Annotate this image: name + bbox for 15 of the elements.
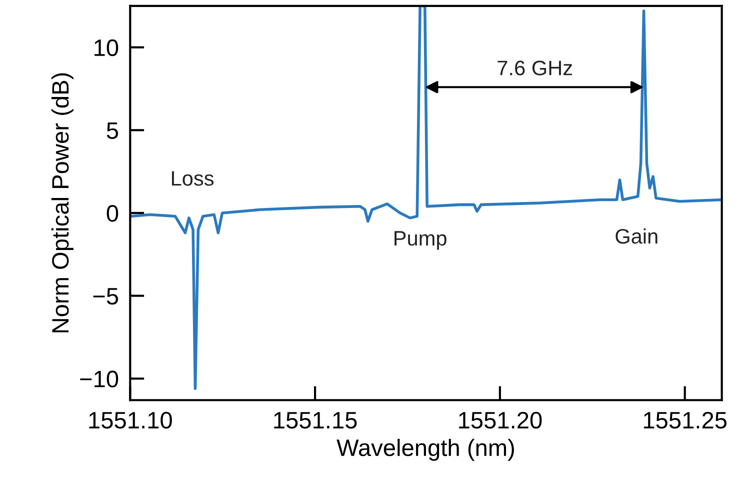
- annotation: Gain: [616, 228, 658, 244]
- y-tick-label: 0: [106, 205, 118, 222]
- x-tick-label: 1551.10: [89, 412, 172, 429]
- x-tick-label: 1551.25: [644, 412, 727, 429]
- y-axis-title: Norm Optical Power (dB): [51, 73, 74, 332]
- x-axis-title: Wavelength (nm): [336, 438, 514, 461]
- x-tick-label: 1551.15: [274, 412, 357, 429]
- y-tick-label: 5: [106, 122, 118, 139]
- y-tick-label: −5: [93, 288, 118, 305]
- y-tick-label: 10: [94, 39, 118, 56]
- annotation: 7.6 GHz: [498, 60, 572, 76]
- annotation: Loss: [172, 171, 214, 186]
- y-tick-label: −10: [80, 370, 118, 388]
- annotation: Pump: [394, 231, 446, 250]
- x-tick-label: 1551.20: [459, 412, 542, 429]
